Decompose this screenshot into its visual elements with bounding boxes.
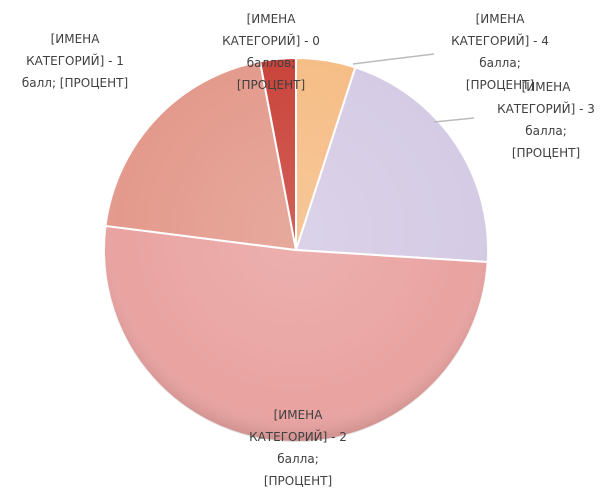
data-label: [ИМЕНА КАТЕГОРИЙ] - 4 балла; [ПРОЦЕНТ] <box>451 12 549 92</box>
slices <box>103 56 489 443</box>
data-label: [ИМЕНА КАТЕГОРИЙ] - 1 балл; [ПРОЦЕНТ] <box>21 32 129 90</box>
leader-line <box>433 117 475 123</box>
leader-line <box>352 53 435 65</box>
data-label: [ИМЕНА КАТЕГОРИЙ] - 3 балла; [ПРОЦЕНТ] <box>497 80 595 160</box>
data-label: [ИМЕНА КАТЕГОРИЙ] - 0 баллов; [ПРОЦЕНТ] <box>222 12 320 92</box>
data-label: [ИМЕНА КАТЕГОРИЙ] - 2 балла; [ПРОЦЕНТ] <box>249 408 347 488</box>
